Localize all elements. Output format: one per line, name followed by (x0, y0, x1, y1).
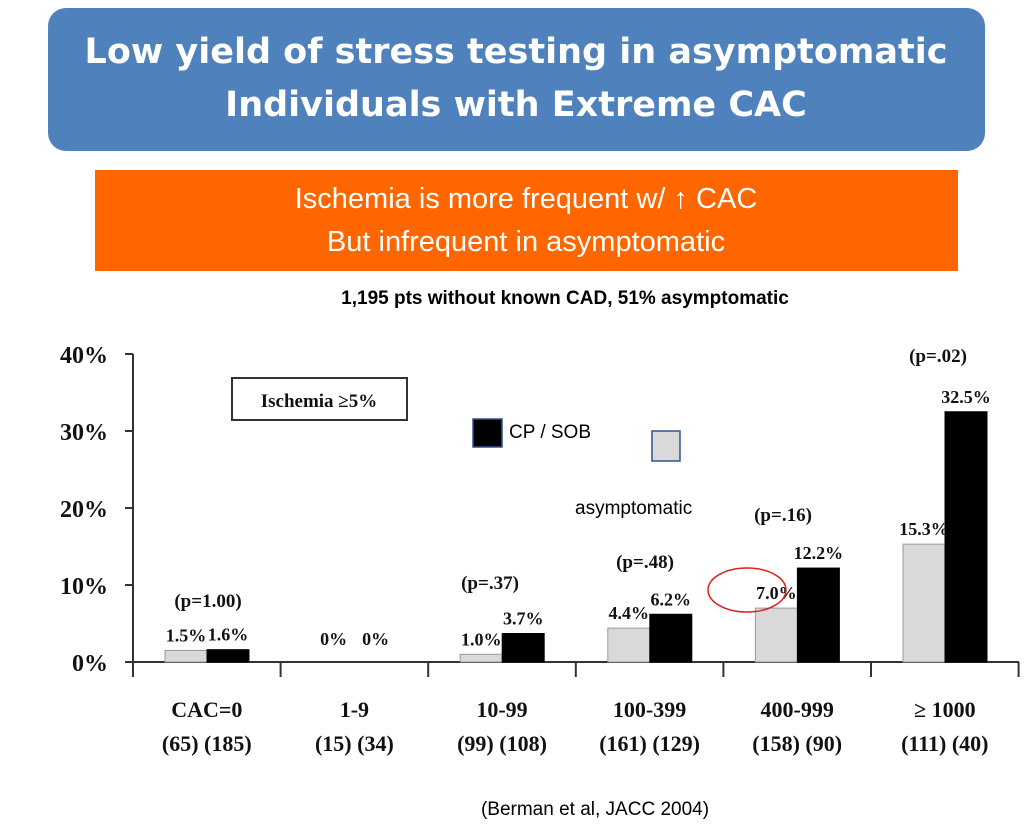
bar-asymptomatic (164, 649, 208, 663)
bar-asymptomatic (754, 607, 798, 663)
y-tick-label: 30% (60, 420, 108, 446)
title-box (48, 8, 985, 151)
category-label: 10-99 (476, 697, 527, 722)
category-count: (161) (129) (599, 731, 700, 756)
bar-asymptomatic (902, 543, 946, 663)
data-label: 1.6% (208, 625, 249, 645)
data-label: 7.0% (756, 583, 797, 603)
category-label: CAC=0 (171, 697, 242, 722)
title-line-1: Low yield of stress testing in asymptoma… (85, 32, 948, 72)
bar-cp-sob (649, 613, 693, 663)
category-count: (15) (34) (315, 731, 394, 756)
y-tick-label: 40% (60, 343, 108, 369)
y-tick-label: 0% (72, 651, 108, 677)
title-line-2: Individuals with Extreme CAC (225, 85, 807, 125)
banner-line-1: Ischemia is more frequent w/ ↑ CAC (295, 183, 758, 215)
legend-swatch-cp-sob (472, 418, 503, 448)
p-value-label: (p=.16) (754, 505, 812, 526)
subtitle: 1,195 pts without known CAD, 51% asympto… (341, 288, 789, 309)
data-label: 32.5% (941, 387, 991, 407)
banner-line-2: But infrequent in asymptomatic (327, 226, 725, 258)
data-label: 0% (362, 629, 389, 649)
bar-chart: Ischemia ≥5% CP / SOB asymptomatic 0% 10%… (60, 343, 1020, 756)
data-label: 1.0% (461, 629, 502, 649)
data-label: 12.2% (794, 543, 844, 563)
legend-label-cp-sob: CP / SOB (509, 422, 591, 443)
category-count: (158) (90) (752, 731, 842, 756)
bar-cp-sob (206, 649, 250, 663)
category-count: (99) (108) (457, 731, 547, 756)
p-value-label: (p=.48) (616, 552, 674, 573)
bar-asymptomatic (607, 627, 651, 663)
bar-cp-sob (944, 411, 988, 663)
banner-box (95, 170, 958, 271)
data-label: 6.2% (651, 589, 692, 609)
category-count: (111) (40) (901, 731, 988, 756)
bar-asymptomatic (459, 653, 503, 663)
data-label: 15.3% (899, 519, 949, 539)
category-count: (65) (185) (162, 731, 252, 756)
p-value-label: (p=1.00) (174, 591, 241, 612)
p-value-label: (p=.37) (461, 573, 519, 594)
data-label: 3.7% (503, 609, 544, 629)
y-tick-label: 20% (60, 497, 108, 523)
data-label: 4.4% (609, 603, 650, 623)
p-value-label: (p=.02) (909, 346, 967, 367)
chart-title: Ischemia ≥5% (261, 391, 378, 412)
data-label: 1.5% (166, 625, 207, 645)
chart-title-box (231, 377, 408, 421)
category-label: 400-999 (761, 697, 834, 722)
data-label: 0% (320, 629, 347, 649)
highlight-circle (707, 567, 787, 613)
citation: (Berman et al, JACC 2004) (481, 799, 709, 820)
legend-swatch-asymptomatic (651, 430, 681, 462)
legend-label-asymptomatic: asymptomatic (575, 498, 692, 519)
bar-cp-sob (796, 567, 840, 663)
category-label: ≥ 1000 (914, 697, 976, 722)
bar-cp-sob (501, 633, 545, 663)
category-label: 1-9 (340, 697, 369, 722)
y-tick-label: 10% (60, 574, 108, 600)
category-label: 100-399 (613, 697, 686, 722)
